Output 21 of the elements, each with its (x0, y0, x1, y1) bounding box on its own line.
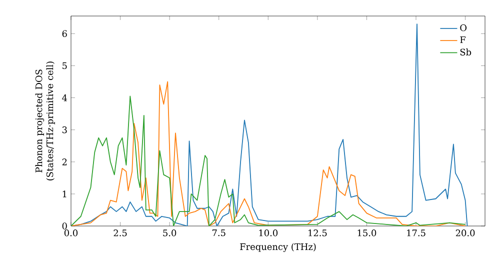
y-axis-title: Phonon projected DOS (States/THz·primitive cell) (35, 62, 55, 180)
legend-label: F (460, 36, 466, 44)
x-tick-label: 0.0 (64, 230, 78, 236)
y-tick-label: 6 (62, 30, 67, 38)
x-tick-label: 2.5 (114, 230, 127, 236)
y-tick-label: 2 (62, 158, 67, 166)
x-tick-label: 20.0 (456, 230, 475, 236)
x-tick-label: 15.0 (358, 230, 376, 236)
y-tick-label: 0 (62, 222, 67, 230)
y-tick-label: 3 (62, 126, 67, 134)
y-tick-label: 4 (62, 94, 68, 102)
x-axis-title: Frequency (THz) (240, 243, 316, 252)
y-tick-label: 5 (62, 62, 67, 70)
x-tick-label: 10.0 (259, 230, 278, 236)
x-tick-label: 7.5 (212, 230, 226, 236)
legend-label: O (460, 24, 467, 32)
y-tick-label: 1 (62, 190, 66, 198)
x-tick-label: 5.0 (163, 230, 176, 236)
x-tick-label: 17.5 (407, 230, 426, 236)
legend-label: Sb (460, 48, 472, 56)
x-tick-label: 12.5 (308, 230, 327, 236)
